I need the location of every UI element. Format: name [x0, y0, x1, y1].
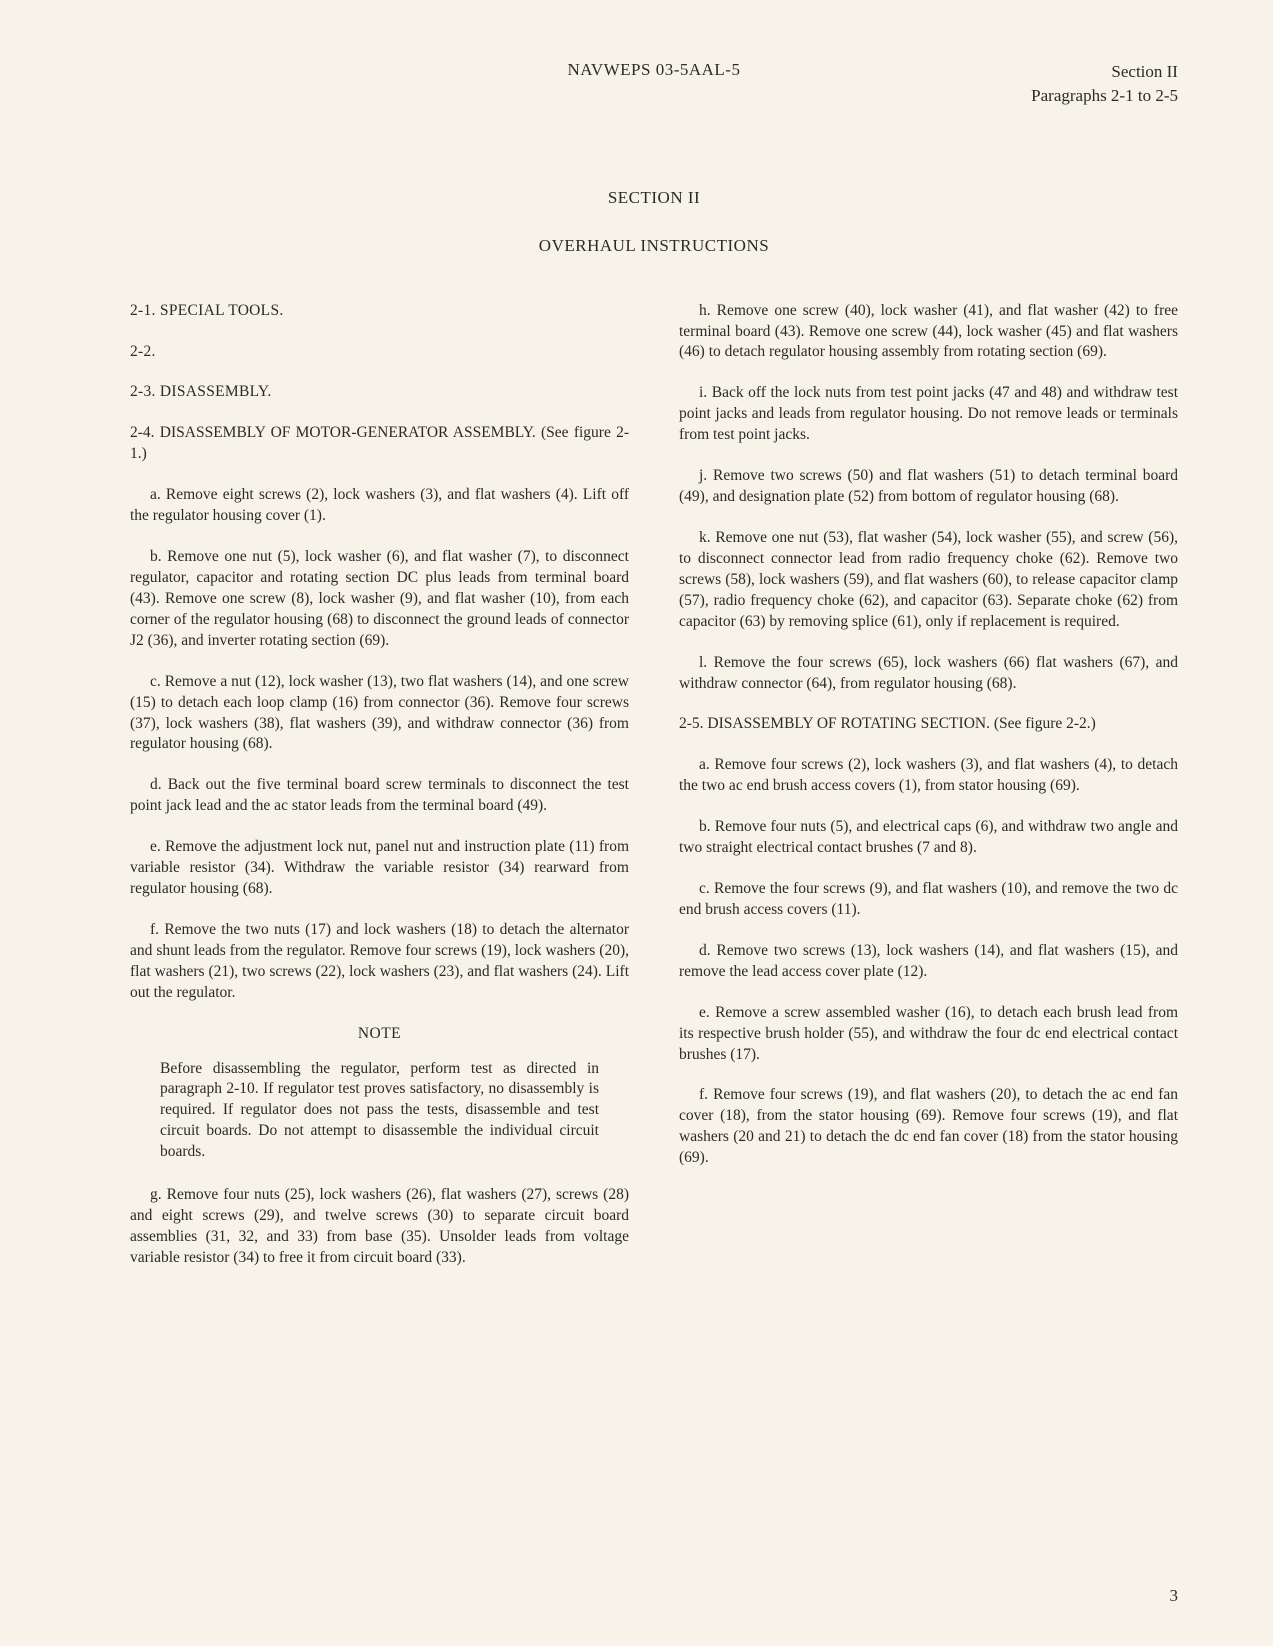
para-2-4-c: c. Remove a nut (12), lock washer (13), … [130, 672, 629, 756]
para-2-4-b: b. Remove one nut (5), lock washer (6), … [130, 547, 629, 652]
para-2-5: 2-5. DISASSEMBLY OF ROTATING SECTION. (S… [679, 714, 1178, 735]
para-2-5-c: c. Remove the four screws (9), and flat … [679, 879, 1178, 921]
para-2-3: 2-3. DISASSEMBLY. [130, 382, 629, 403]
para-2-4-d: d. Back out the five terminal board scre… [130, 775, 629, 817]
para-2-2: 2-2. [130, 342, 629, 363]
para-2-4-g: g. Remove four nuts (25), lock washers (… [130, 1185, 629, 1269]
right-column: h. Remove one screw (40), lock washer (4… [679, 301, 1178, 1289]
header-right: Section II Paragraphs 2-1 to 2-5 [829, 60, 1178, 108]
left-column: 2-1. SPECIAL TOOLS. 2-2. 2-3. DISASSEMBL… [130, 301, 629, 1289]
header-left-spacer [130, 60, 479, 108]
para-2-4-i: i. Back off the lock nuts from test poin… [679, 383, 1178, 446]
section-title: SECTION II [130, 188, 1178, 208]
para-2-5-e: e. Remove a screw assembled washer (16),… [679, 1003, 1178, 1066]
para-2-4-k: k. Remove one nut (53), flat washer (54)… [679, 528, 1178, 633]
para-2-5-d: d. Remove two screws (13), lock washers … [679, 941, 1178, 983]
doc-id: NAVWEPS 03-5AAL-5 [479, 60, 828, 108]
note-heading: NOTE [130, 1024, 629, 1045]
para-2-4-l: l. Remove the four screws (65), lock was… [679, 653, 1178, 695]
page-header: NAVWEPS 03-5AAL-5 Section II Paragraphs … [130, 60, 1178, 108]
para-2-4-f: f. Remove the two nuts (17) and lock was… [130, 920, 629, 1004]
para-2-4-e: e. Remove the adjustment lock nut, panel… [130, 837, 629, 900]
para-2-4: 2-4. DISASSEMBLY OF MOTOR-GENERATOR ASSE… [130, 423, 629, 465]
para-2-5-a: a. Remove four screws (2), lock washers … [679, 755, 1178, 797]
para-2-4-h: h. Remove one screw (40), lock washer (4… [679, 301, 1178, 364]
body-columns: 2-1. SPECIAL TOOLS. 2-2. 2-3. DISASSEMBL… [130, 301, 1178, 1289]
subsection-title: OVERHAUL INSTRUCTIONS [130, 236, 1178, 256]
section-ref: Section II [829, 60, 1178, 84]
page: NAVWEPS 03-5AAL-5 Section II Paragraphs … [0, 0, 1273, 1646]
note-body: Before disassembling the regulator, perf… [130, 1059, 629, 1164]
para-2-4-j: j. Remove two screws (50) and flat washe… [679, 466, 1178, 508]
page-number: 3 [1170, 1586, 1179, 1606]
para-2-5-f: f. Remove four screws (19), and flat was… [679, 1085, 1178, 1169]
para-2-4-a: a. Remove eight screws (2), lock washers… [130, 485, 629, 527]
para-2-1: 2-1. SPECIAL TOOLS. [130, 301, 629, 322]
paragraph-range: Paragraphs 2-1 to 2-5 [829, 84, 1178, 108]
para-2-5-b: b. Remove four nuts (5), and electrical … [679, 817, 1178, 859]
